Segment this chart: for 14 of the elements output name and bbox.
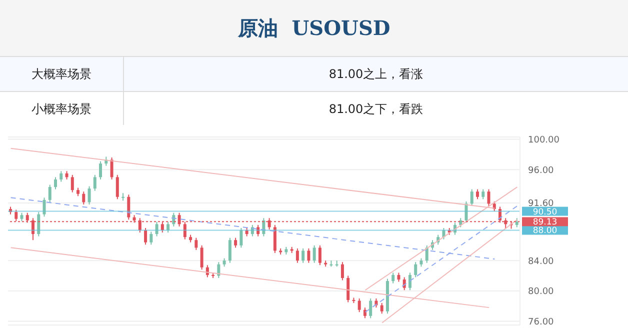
y-tick-label: 91.60 (528, 199, 554, 210)
y-tick-label: 76.00 (528, 317, 554, 328)
text: 81.00之上，看涨 (328, 66, 424, 82)
y-tick-label: 80.00 (528, 287, 554, 298)
ref-line-label: 88.00 (532, 226, 558, 236)
ref-line-label: 89.13 (532, 218, 558, 228)
text: 大概率场景 (0, 57, 124, 91)
y-tick-label: 100.00 (528, 135, 560, 146)
ref-line-label: 90.50 (532, 207, 558, 218)
y-tick-label: 96.00 (528, 166, 554, 176)
text: 81.00之下，看跌 (328, 100, 424, 118)
y-tick-label: 84.00 (528, 256, 554, 267)
text: 小概率场景 (0, 92, 124, 126)
chart-title: 原油 USOUSD (238, 14, 390, 42)
